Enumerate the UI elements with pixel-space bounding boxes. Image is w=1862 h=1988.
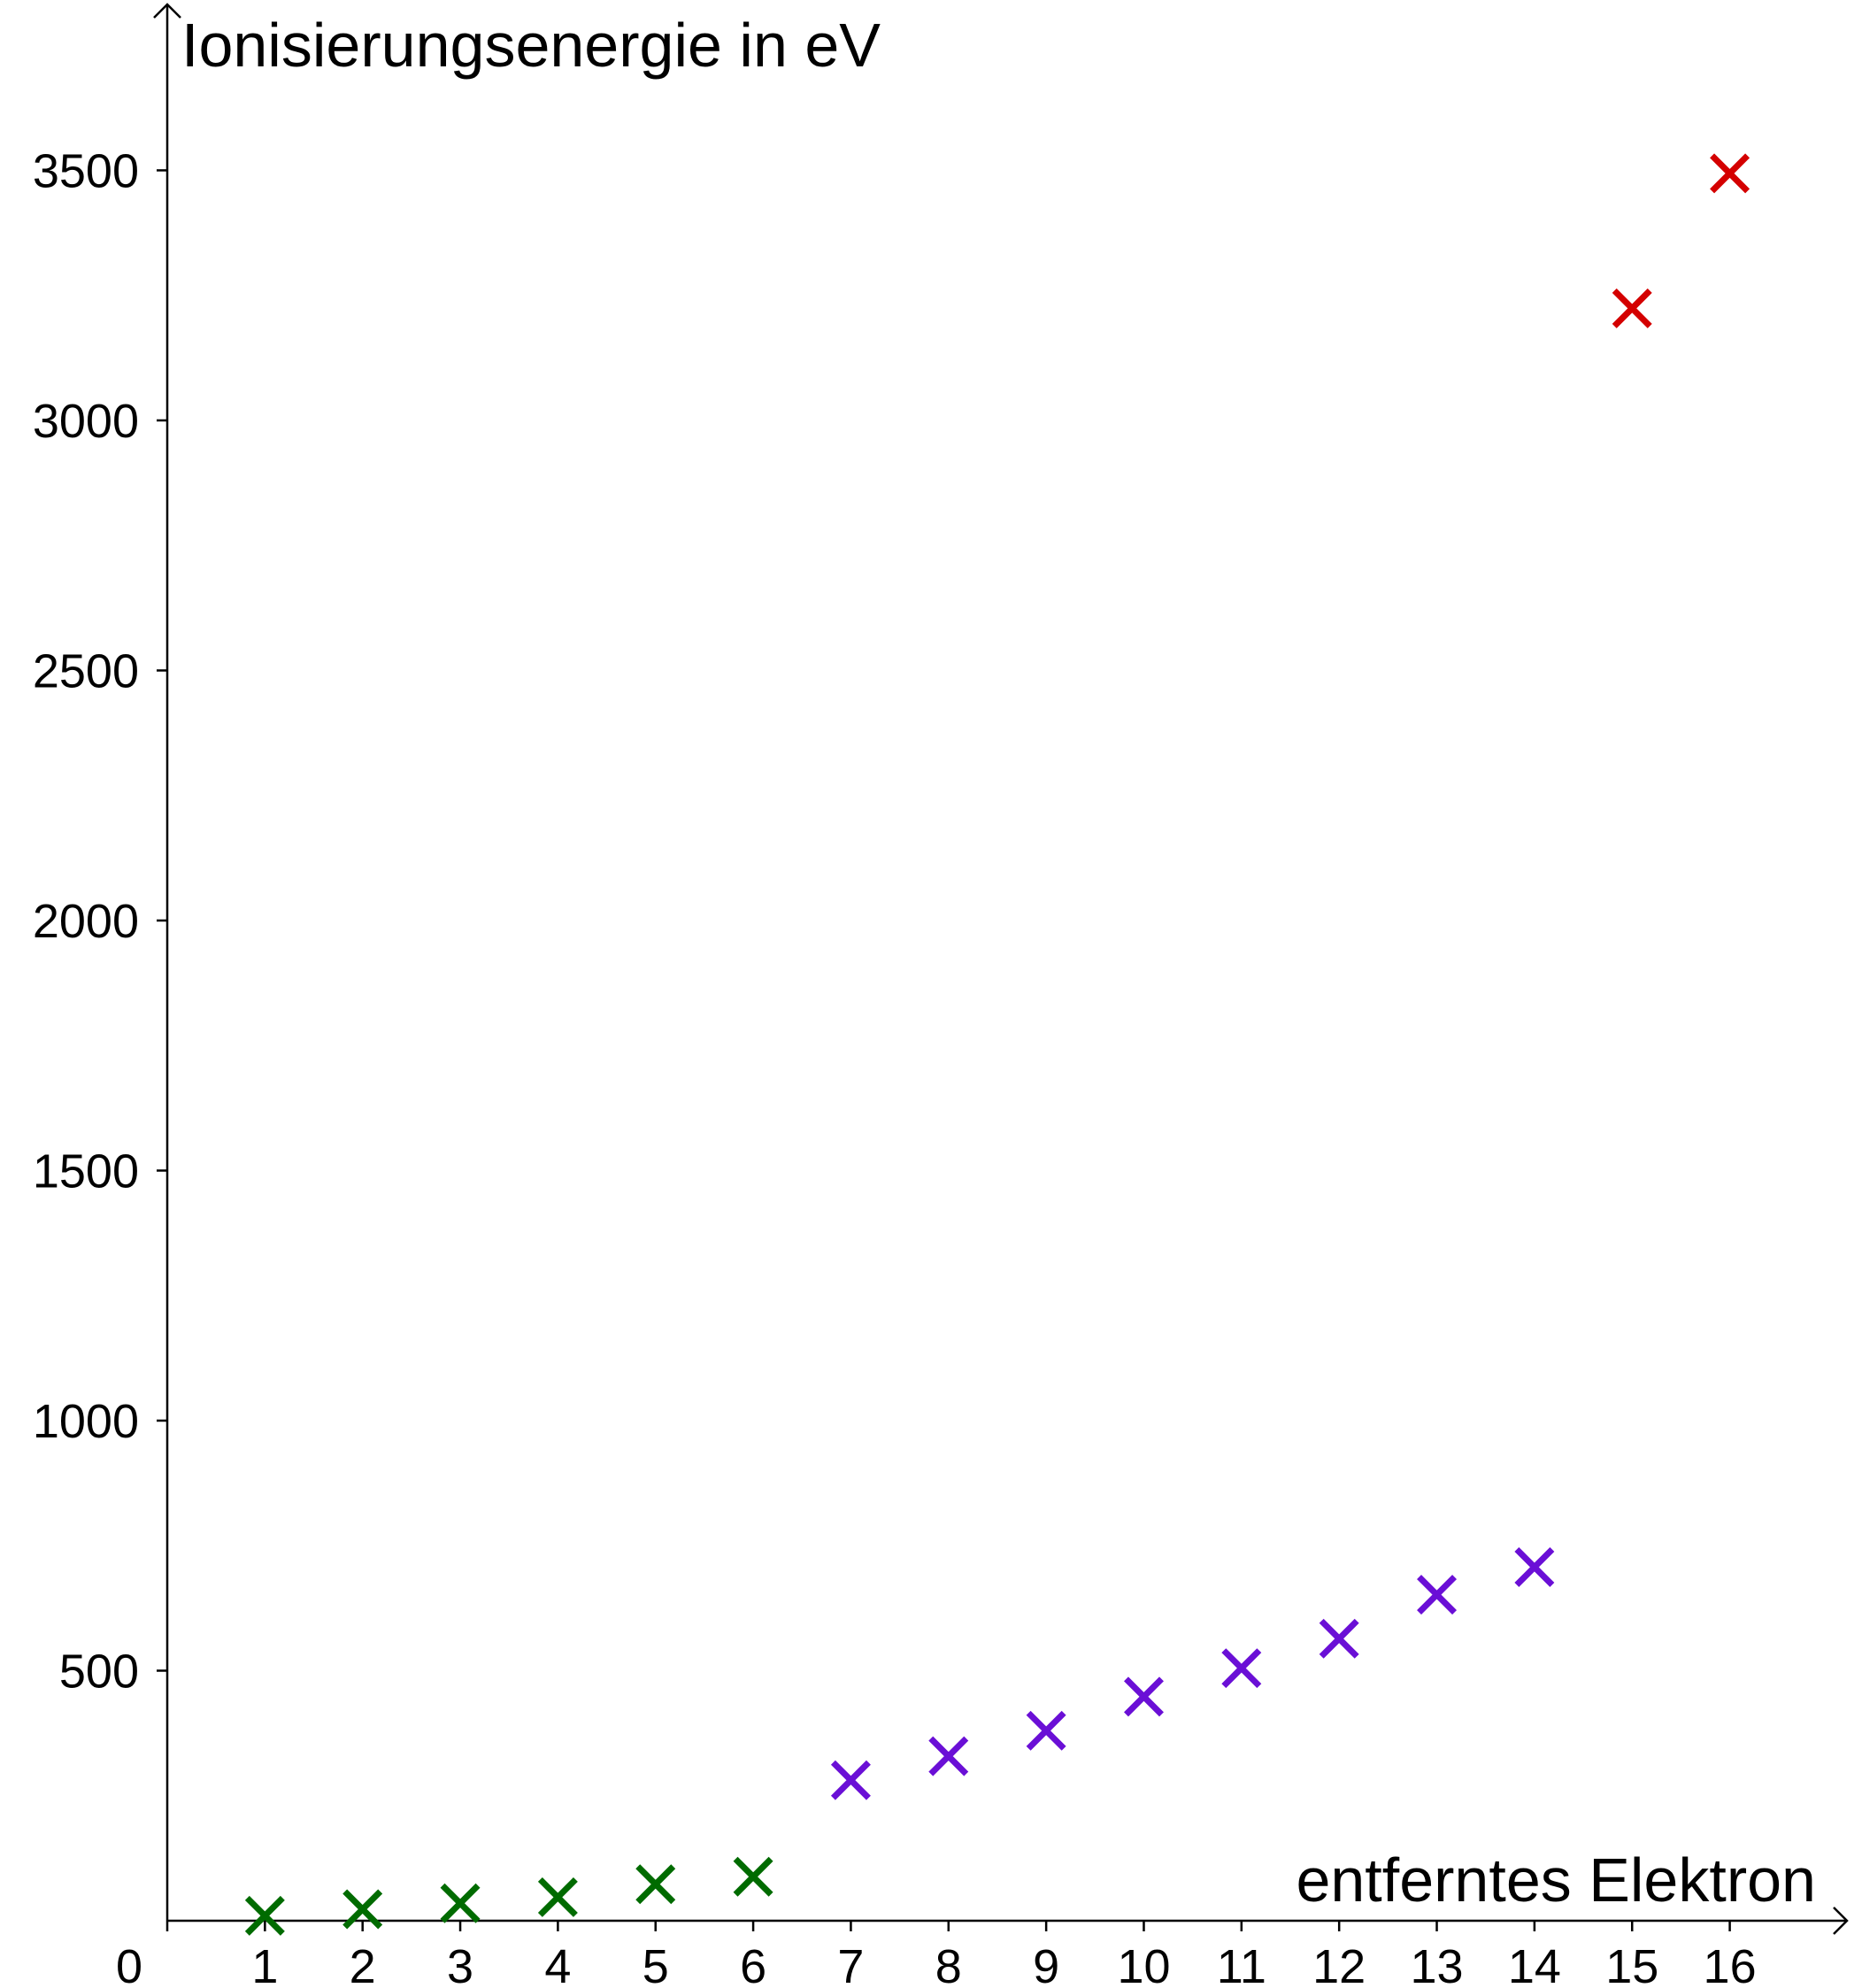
data-point [1026, 1710, 1066, 1751]
data-point [244, 1895, 285, 1936]
data-point [830, 1760, 871, 1800]
x-tick-label: 10 [1117, 1940, 1170, 1988]
y-tick-label: 500 [59, 1645, 139, 1698]
x-tick-label: 4 [544, 1940, 571, 1988]
x-tick-label: 8 [935, 1940, 962, 1988]
x-axis-title: entferntes Elektron [1296, 1845, 1816, 1915]
x-tick-label: 14 [1508, 1940, 1561, 1988]
x-tick-label: 5 [642, 1940, 669, 1988]
y-tick-label: 1500 [33, 1144, 139, 1198]
data-point [1710, 153, 1750, 194]
y-tick-label: 3500 [33, 144, 139, 197]
data-point [440, 1883, 481, 1923]
x-tick-label: 7 [837, 1940, 864, 1988]
y-tick-label: 2500 [33, 644, 139, 697]
x-tick-label: 3 [447, 1940, 473, 1988]
data-point [1417, 1575, 1458, 1615]
data-point [733, 1856, 773, 1897]
data-point [635, 1864, 676, 1905]
x-tick-label: 2 [350, 1940, 376, 1988]
x-tick-label: 16 [1704, 1940, 1757, 1988]
data-point [342, 1889, 383, 1930]
y-tick-label: 3000 [33, 395, 139, 448]
x-tick-label: 13 [1410, 1940, 1463, 1988]
x-tick-label: 0 [116, 1940, 142, 1988]
data-point [1319, 1618, 1359, 1659]
x-tick-label: 12 [1312, 1940, 1366, 1988]
x-tick-label: 15 [1605, 1940, 1658, 1988]
data-point [1612, 288, 1652, 328]
y-tick-label: 2000 [33, 895, 139, 948]
x-tick-label: 9 [1033, 1940, 1059, 1988]
data-point [1124, 1676, 1164, 1717]
y-tick-label: 1000 [33, 1395, 139, 1448]
x-tick-label: 1 [251, 1940, 278, 1988]
x-tick-label: 6 [740, 1940, 766, 1988]
x-tick-label: 11 [1217, 1940, 1266, 1988]
data-point [928, 1736, 969, 1776]
data-point [537, 1876, 578, 1917]
data-point [1221, 1648, 1262, 1689]
data-point [1514, 1547, 1555, 1588]
y-axis-title: Ionisierungsenergie in eV [181, 11, 881, 80]
